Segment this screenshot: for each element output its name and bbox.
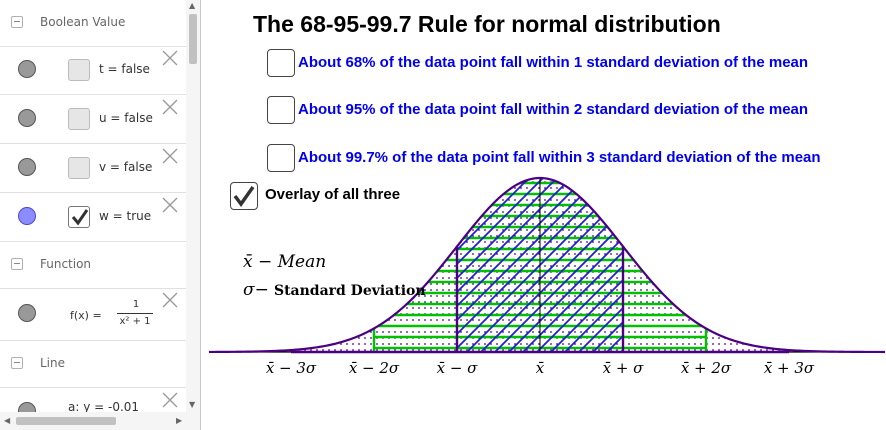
axis-label: x̄ − 2σ (349, 359, 400, 377)
collapse-icon[interactable] (11, 357, 23, 369)
visibility-toggle-icon[interactable] (18, 158, 36, 176)
close-icon[interactable] (161, 196, 179, 214)
graphics-view[interactable]: x̄ − 3σ x̄ − 2σ x̄ − σ x̄ x̄ + σ x̄ + 2σ x̄ + … (201, 0, 886, 430)
horizontal-scrollbar[interactable]: ◀ ▶ (0, 412, 200, 430)
boolean-value-header[interactable]: Boolean Value (0, 0, 186, 47)
checkmark-icon (71, 209, 89, 226)
rule-68-label: About 68% of the data point fall within … (298, 54, 809, 71)
rule-997-label: About 99.7% of the data point fall withi… (298, 149, 821, 166)
axis-label: x̄ − σ (437, 359, 479, 377)
rule-95-checkbox[interactable] (267, 96, 295, 124)
boolean-checkbox-t[interactable] (68, 59, 90, 81)
line-label-a: a: y = -0.01 (68, 400, 140, 414)
normal-curve (208, 176, 885, 354)
page-title: The 68-95-99.7 Rule for normal distribut… (253, 11, 721, 37)
function-header-label: Function (40, 257, 92, 271)
overlay-label: Overlay of all three (265, 186, 401, 203)
boolean-item-v[interactable]: v = false (0, 144, 186, 193)
close-icon[interactable] (161, 147, 179, 165)
collapse-icon[interactable] (11, 258, 23, 270)
overlay-checkbox[interactable] (230, 182, 258, 210)
line-header[interactable]: Line (0, 341, 186, 388)
scroll-down-icon[interactable]: ▼ (189, 400, 196, 409)
boolean-checkbox-v[interactable] (68, 157, 90, 179)
close-icon[interactable] (161, 98, 179, 116)
boolean-item-u[interactable]: u = false (0, 95, 186, 144)
boolean-label-u: u = false (99, 111, 153, 125)
visibility-toggle-icon[interactable] (18, 304, 36, 322)
scroll-left-icon[interactable]: ◀ (4, 416, 11, 425)
line-header-label: Line (40, 356, 66, 370)
collapse-icon[interactable] (11, 16, 23, 28)
axis-labels: x̄ − 3σ x̄ − 2σ x̄ − σ x̄ x̄ + σ x̄ + 2σ x̄ + … (266, 359, 815, 377)
boolean-label-v: v = false (99, 160, 153, 174)
sigma-boundaries (289, 178, 791, 354)
legend-std-text: Standard Deviation (273, 283, 426, 299)
boolean-item-t[interactable]: t = false (0, 46, 186, 95)
close-icon[interactable] (161, 291, 179, 309)
axis-label: x̄ − 3σ (266, 359, 317, 377)
scroll-up-icon[interactable]: ▲ (189, 1, 196, 10)
function-header[interactable]: Function (0, 242, 186, 289)
close-icon[interactable] (161, 49, 179, 67)
axis-label: x̄ (536, 359, 545, 377)
visibility-toggle-icon[interactable] (18, 207, 36, 225)
legend-mean: x̄ − Mean (243, 252, 327, 272)
visibility-toggle-icon[interactable] (18, 109, 36, 127)
scrollbar-thumb[interactable] (189, 14, 197, 64)
function-item-f[interactable]: f(x) = 1 x² + 1 (0, 288, 186, 341)
scrollbar-thumb[interactable] (16, 417, 116, 425)
rule-95-label: About 95% of the data point fall within … (298, 101, 809, 118)
vertical-scrollbar[interactable]: ▲ ▼ (186, 0, 200, 412)
fraction-bar (117, 313, 153, 314)
rule-997-checkbox[interactable] (267, 144, 295, 172)
boolean-checkbox-w[interactable] (68, 206, 90, 228)
normal-distribution-plot: x̄ − 3σ x̄ − 2σ x̄ − σ x̄ x̄ + σ x̄ + 2σ x̄ + … (208, 176, 885, 377)
rule-68-checkbox[interactable] (267, 49, 295, 77)
function-lhs: f(x) = (70, 309, 102, 322)
boolean-checkbox-u[interactable] (68, 108, 90, 130)
visibility-toggle-icon[interactable] (18, 60, 36, 78)
close-icon[interactable] (161, 391, 179, 409)
boolean-value-header-label: Boolean Value (40, 15, 126, 29)
function-denominator: x² + 1 (119, 316, 151, 327)
legend-std-symbol: σ− (243, 280, 269, 300)
scroll-right-icon[interactable]: ▶ (176, 416, 183, 425)
boolean-item-w[interactable]: w = true (0, 193, 186, 242)
legend-std: σ− Standard Deviation (243, 280, 426, 300)
axis-label: x̄ + 2σ (681, 359, 732, 377)
boolean-label-w: w = true (99, 209, 152, 223)
axis-label: x̄ + 3σ (764, 359, 815, 377)
checkmark-icon (233, 185, 255, 207)
axis-label: x̄ + σ (603, 359, 645, 377)
function-numerator: 1 (132, 299, 140, 310)
algebra-view: Boolean Value t = false u = false v = fa… (0, 0, 201, 430)
boolean-label-t: t = false (99, 62, 150, 76)
